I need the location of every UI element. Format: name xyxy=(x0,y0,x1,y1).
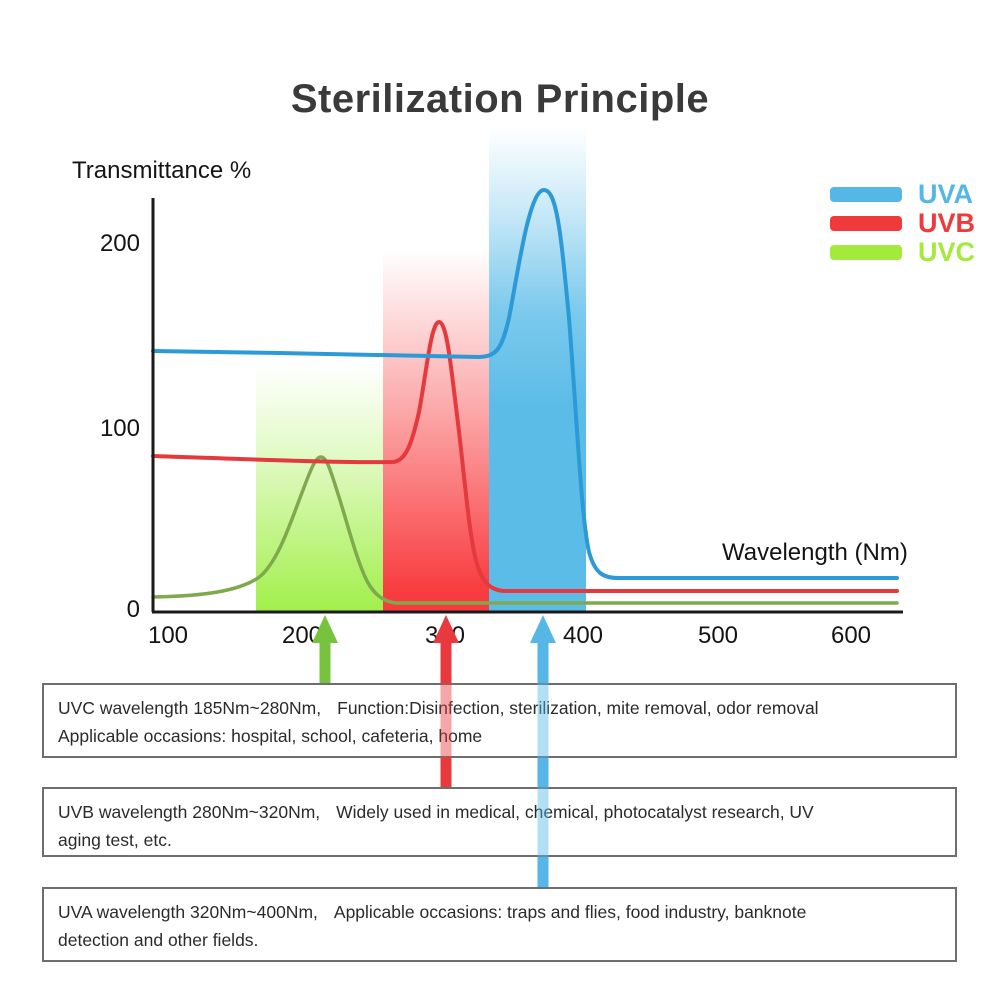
uva-band xyxy=(489,128,586,611)
uvb-swatch-icon xyxy=(830,216,902,231)
uva-info-box: UVA wavelength 320Nm~400Nm, Applicable oc… xyxy=(42,887,957,962)
legend-row-uva: UVA xyxy=(830,180,975,209)
x-tick-300: 300 xyxy=(424,622,466,649)
uva-info-line1: UVA wavelength 320Nm~400Nm, Applicable oc… xyxy=(58,902,807,922)
x-tick-200: 200 xyxy=(281,622,323,649)
x-tick-600: 600 xyxy=(830,622,872,649)
uva-swatch-icon xyxy=(830,187,902,202)
uvc-info-line2: Applicable occasions: hospital, school, … xyxy=(58,726,483,746)
legend: UVA UVB UVC xyxy=(830,180,975,267)
y-tick-100: 100 xyxy=(99,415,140,442)
x-tick-400: 400 xyxy=(562,622,604,649)
uvb-band xyxy=(383,250,489,611)
page-title: Sterilization Principle xyxy=(290,76,710,121)
y-axis-label: Transmittance % xyxy=(72,157,252,184)
uvb-info-box: UVB wavelength 280Nm~320Nm, Widely used i… xyxy=(42,787,957,857)
uvc-curve xyxy=(151,455,899,605)
legend-row-uvc: UVC xyxy=(830,238,975,267)
x-tick-500: 500 xyxy=(697,622,739,649)
uvb-info-line2: aging test, etc. xyxy=(58,830,172,850)
x-axis-label: Wavelength (Nm) xyxy=(722,539,908,566)
y-tick-0: 0 xyxy=(126,596,140,623)
uva-curve xyxy=(151,187,899,580)
uvc-swatch-icon xyxy=(830,245,902,260)
y-tick-200: 200 xyxy=(99,230,140,257)
x-tick-100: 100 xyxy=(147,622,189,649)
uvc-band xyxy=(256,365,383,611)
uvc-info-line1: UVC wavelength 185Nm~280Nm, Function:Disi… xyxy=(58,698,819,718)
legend-label-uva: UVA xyxy=(918,179,974,209)
legend-row-uvb: UVB xyxy=(830,209,975,238)
uvb-info-line1: UVB wavelength 280Nm~320Nm, Widely used i… xyxy=(58,802,814,822)
uva-info-line2: detection and other fields. xyxy=(58,930,259,950)
legend-label-uvc: UVC xyxy=(918,237,976,267)
uvc-info-box: UVC wavelength 185Nm~280Nm, Function:Disi… xyxy=(42,683,957,758)
legend-label-uvb: UVB xyxy=(918,208,976,238)
